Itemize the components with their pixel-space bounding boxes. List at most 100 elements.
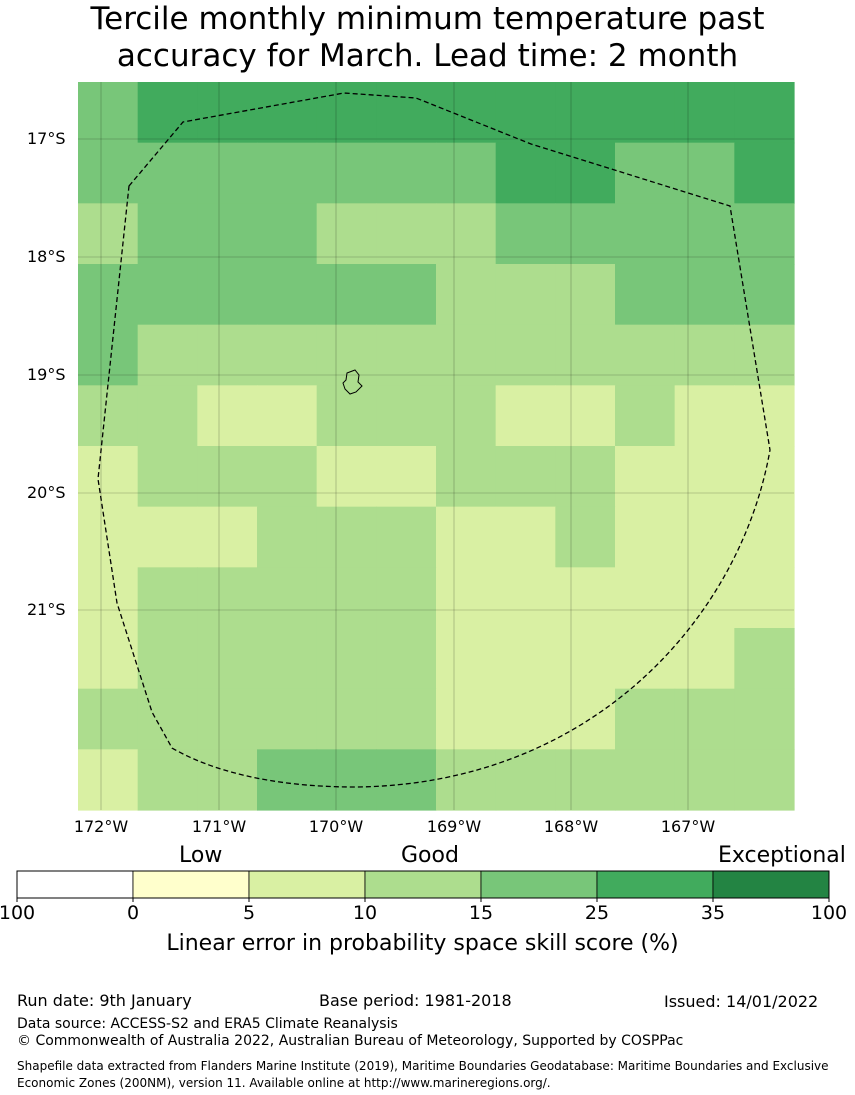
map-grid-cell <box>615 324 676 386</box>
map-grid-cell <box>316 506 377 568</box>
map-grid-cell <box>137 506 198 568</box>
map-grid-cell <box>257 749 318 811</box>
colorbar-swatch <box>16 870 134 899</box>
map-grid-cell <box>78 264 139 326</box>
map-grid-cell <box>137 567 198 629</box>
lat-label-17s: 17°S <box>27 129 66 148</box>
map-grid-cell <box>734 82 795 144</box>
map-grid-cell <box>197 142 258 204</box>
map-grid-cell <box>78 688 139 750</box>
lat-label-18s: 18°S <box>27 247 66 266</box>
map-grid-cell <box>555 567 616 629</box>
map-grid-cell <box>436 688 497 750</box>
copyright-notice: © Commonwealth of Australia 2022, Austra… <box>17 1033 684 1049</box>
map-grid-cell <box>436 264 497 326</box>
map-grid-cell <box>734 688 795 750</box>
map-grid-cell <box>495 324 556 386</box>
lon-label-171w: 171°W <box>191 817 247 836</box>
map-grid-cell <box>674 688 735 750</box>
map-grid-cell <box>316 203 377 265</box>
map-grid-cell <box>615 749 676 811</box>
map-grid-cell <box>555 749 616 811</box>
map-grid-cell <box>376 688 437 750</box>
colorbar-title: Linear error in probability space skill … <box>166 931 679 956</box>
colorbar-tick: 25 <box>584 902 610 924</box>
map-grid-cell <box>257 203 318 265</box>
map-grid-cell <box>197 264 258 326</box>
map-grid-cell <box>376 506 437 568</box>
map-grid-cell <box>78 324 139 386</box>
map-grid-cell <box>257 264 318 326</box>
map-grid-cell <box>674 82 735 144</box>
colorbar-swatch <box>248 870 366 899</box>
map-grid-cell <box>674 506 735 568</box>
eez-boundary-line <box>97 92 771 788</box>
map-grid-cell <box>257 324 318 386</box>
map-grid-cell <box>137 82 198 144</box>
lat-label-20s: 20°S <box>27 483 66 502</box>
island-outline <box>342 369 363 395</box>
map-grid-cell <box>495 264 556 326</box>
map-grid-cell <box>257 385 318 447</box>
map-grid-cell <box>436 385 497 447</box>
map-grid-cell <box>316 82 377 144</box>
map-grid-cell <box>137 324 198 386</box>
map-grid-cell <box>316 567 377 629</box>
map-grid-cell <box>137 446 198 508</box>
map-grid-cell <box>197 506 258 568</box>
map-grid-cell <box>376 446 437 508</box>
map-grid-cell <box>495 446 556 508</box>
map-grid-cell <box>197 203 258 265</box>
map-grid-cell <box>555 142 616 204</box>
map-grid-cell <box>137 264 198 326</box>
map-grid-cell <box>495 385 556 447</box>
map-grid-cell <box>197 82 258 144</box>
lon-label-172w: 172°W <box>73 817 129 836</box>
map-grid-cell <box>495 82 556 144</box>
map-grid-cell <box>615 567 676 629</box>
colorbar-swatch <box>364 870 482 899</box>
map-grid-cell <box>734 264 795 326</box>
map-grid-cell <box>316 749 377 811</box>
map-grid-cell <box>615 142 676 204</box>
lon-label-168w: 168°W <box>543 817 599 836</box>
map-grid-cell <box>555 688 616 750</box>
map-grid-cell <box>376 324 437 386</box>
map-grid-cell <box>78 749 139 811</box>
map-grid-cell <box>674 324 735 386</box>
map-grid-cell <box>257 628 318 690</box>
map-grid-cell <box>674 203 735 265</box>
map-grid-cell <box>734 567 795 629</box>
map-grid-cell <box>674 264 735 326</box>
map-grid-cell <box>197 628 258 690</box>
map-grid-cell <box>674 142 735 204</box>
map-grid-cell <box>555 446 616 508</box>
lon-label-169w: 169°W <box>426 817 482 836</box>
map-grid-cell <box>197 446 258 508</box>
colorbar-tick: 0 <box>126 902 140 924</box>
map-grid-cell <box>78 567 139 629</box>
map-grid-cell <box>495 567 556 629</box>
map-grid-cell <box>257 82 318 144</box>
map-grid-cell <box>436 446 497 508</box>
map-grid-cell <box>674 628 735 690</box>
map-grid-cell <box>436 567 497 629</box>
map-grid-cell <box>495 142 556 204</box>
map-grid-cell <box>615 506 676 568</box>
chart-title-line-1: Tercile monthly minimum temperature past <box>90 1 765 37</box>
map-grid-cell <box>78 82 139 144</box>
map-grid-cell <box>436 628 497 690</box>
lat-label-21s: 21°S <box>27 600 66 619</box>
map-grid-cell <box>436 142 497 204</box>
map-grid-cell <box>197 749 258 811</box>
map-grid-cell <box>495 749 556 811</box>
map-grid-cell <box>674 567 735 629</box>
colorbar-swatch <box>480 870 598 899</box>
map-grid-cell <box>674 446 735 508</box>
colorbar-tick: 15 <box>468 902 494 924</box>
map-grid-cell <box>257 567 318 629</box>
lat-label-19s: 19°S <box>27 365 66 384</box>
category-label-low: Low <box>179 843 223 868</box>
map-grid-cell <box>257 688 318 750</box>
shapefile-credit: Shapefile data extracted from Flanders M… <box>17 1059 829 1090</box>
